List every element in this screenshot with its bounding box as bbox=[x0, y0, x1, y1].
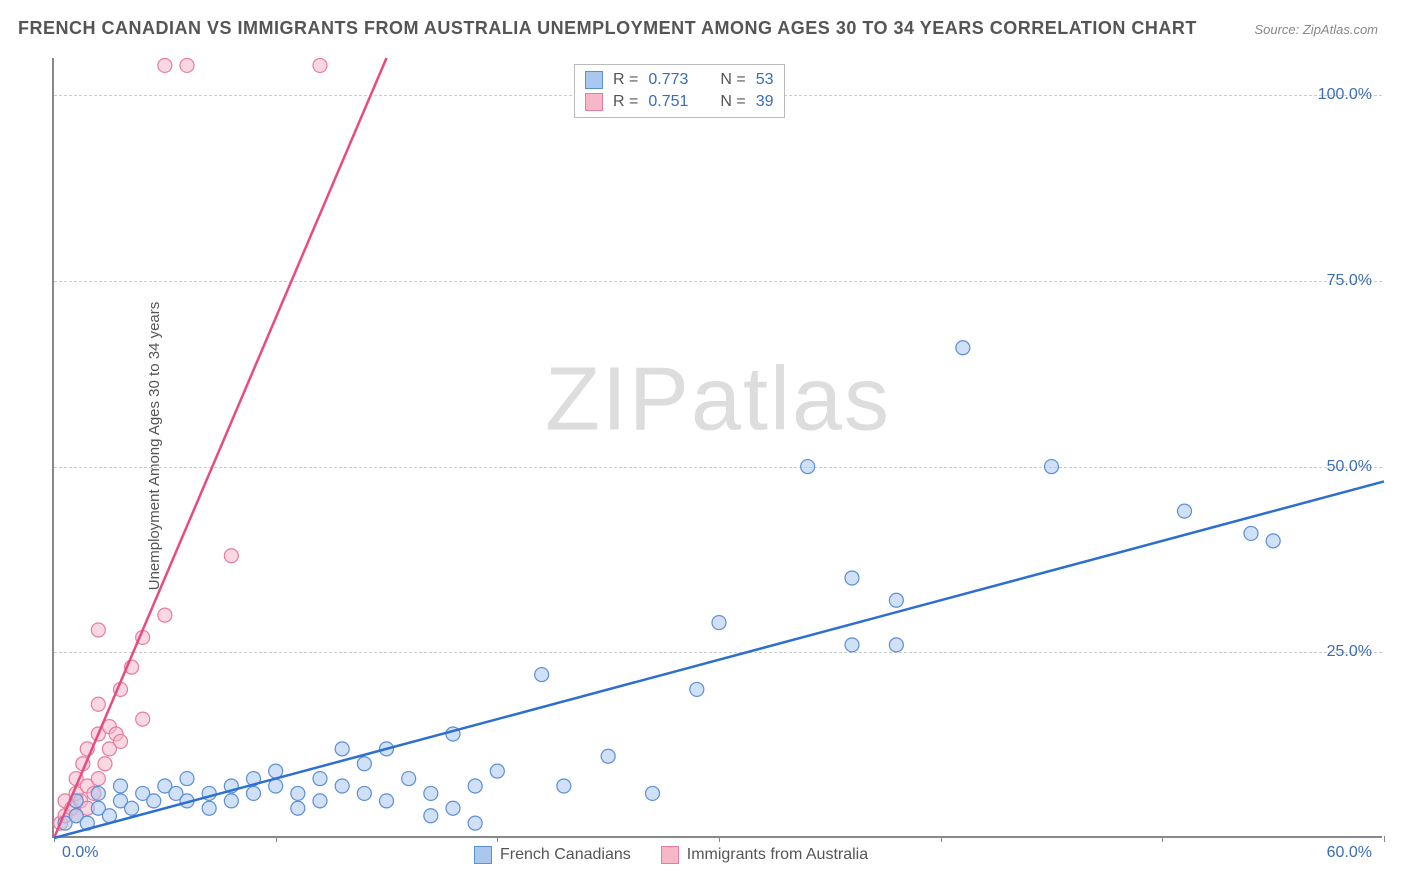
legend-label-pink: Immigrants from Australia bbox=[687, 846, 868, 864]
r-value-blue: 0.773 bbox=[648, 71, 688, 89]
stats-row-pink: R = 0.751 N = 39 bbox=[585, 91, 774, 113]
chart-title: FRENCH CANADIAN VS IMMIGRANTS FROM AUSTR… bbox=[18, 18, 1197, 39]
data-point bbox=[801, 460, 815, 474]
data-point bbox=[147, 794, 161, 808]
data-point bbox=[98, 757, 112, 771]
data-point bbox=[291, 786, 305, 800]
data-point bbox=[1244, 526, 1258, 540]
data-point bbox=[136, 712, 150, 726]
data-point bbox=[956, 341, 970, 355]
data-point bbox=[291, 801, 305, 815]
legend-label-blue: French Canadians bbox=[500, 846, 631, 864]
data-point bbox=[180, 772, 194, 786]
data-point bbox=[845, 571, 859, 585]
data-point bbox=[313, 794, 327, 808]
x-tick-mark bbox=[276, 836, 277, 842]
data-point bbox=[446, 801, 460, 815]
data-point bbox=[490, 764, 504, 778]
data-point bbox=[690, 682, 704, 696]
n-label: N = bbox=[720, 93, 745, 111]
swatch-pink bbox=[585, 93, 603, 111]
data-point bbox=[114, 734, 128, 748]
data-point bbox=[335, 742, 349, 756]
plot-area: ZIPatlas 25.0%50.0%75.0%100.0% 0.0% 60.0… bbox=[52, 58, 1382, 838]
bottom-legend: French Canadians Immigrants from Austral… bbox=[474, 846, 868, 864]
swatch-blue bbox=[585, 71, 603, 89]
data-point bbox=[646, 786, 660, 800]
n-value-pink: 39 bbox=[756, 93, 774, 111]
x-tick-mark bbox=[1162, 836, 1163, 842]
x-tick-mark bbox=[1384, 836, 1385, 842]
data-point bbox=[1266, 534, 1280, 548]
data-point bbox=[424, 786, 438, 800]
trend-line bbox=[54, 481, 1384, 838]
data-point bbox=[180, 58, 194, 72]
data-point bbox=[202, 801, 216, 815]
data-point bbox=[357, 786, 371, 800]
data-point bbox=[889, 638, 903, 652]
data-point bbox=[125, 801, 139, 815]
legend-item-pink: Immigrants from Australia bbox=[661, 846, 868, 864]
data-point bbox=[468, 779, 482, 793]
data-point bbox=[357, 757, 371, 771]
scatter-svg bbox=[54, 58, 1382, 836]
data-point bbox=[158, 608, 172, 622]
r-label: R = bbox=[613, 93, 638, 111]
x-tick-mark bbox=[497, 836, 498, 842]
data-point bbox=[1045, 460, 1059, 474]
r-value-pink: 0.751 bbox=[648, 93, 688, 111]
data-point bbox=[114, 779, 128, 793]
data-point bbox=[402, 772, 416, 786]
data-point bbox=[380, 794, 394, 808]
data-point bbox=[313, 58, 327, 72]
x-tick-label-min: 0.0% bbox=[62, 844, 98, 862]
data-point bbox=[91, 786, 105, 800]
data-point bbox=[468, 816, 482, 830]
data-point bbox=[224, 549, 238, 563]
data-point bbox=[335, 779, 349, 793]
stats-legend: R = 0.773 N = 53 R = 0.751 N = 39 bbox=[574, 64, 785, 118]
trend-line bbox=[54, 58, 387, 838]
data-point bbox=[91, 623, 105, 637]
x-tick-mark bbox=[941, 836, 942, 842]
data-point bbox=[158, 58, 172, 72]
data-point bbox=[247, 786, 261, 800]
data-point bbox=[1178, 504, 1192, 518]
data-point bbox=[535, 668, 549, 682]
source-attribution: Source: ZipAtlas.com bbox=[1254, 22, 1378, 37]
data-point bbox=[845, 638, 859, 652]
stats-row-blue: R = 0.773 N = 53 bbox=[585, 69, 774, 91]
swatch-pink bbox=[661, 846, 679, 864]
x-tick-mark bbox=[719, 836, 720, 842]
data-point bbox=[424, 809, 438, 823]
data-point bbox=[313, 772, 327, 786]
data-point bbox=[712, 616, 726, 630]
data-point bbox=[889, 593, 903, 607]
n-value-blue: 53 bbox=[756, 71, 774, 89]
n-label: N = bbox=[720, 71, 745, 89]
r-label: R = bbox=[613, 71, 638, 89]
data-point bbox=[91, 772, 105, 786]
legend-item-blue: French Canadians bbox=[474, 846, 631, 864]
data-point bbox=[601, 749, 615, 763]
data-point bbox=[224, 794, 238, 808]
data-point bbox=[557, 779, 571, 793]
x-tick-label-max: 60.0% bbox=[1327, 844, 1372, 862]
swatch-blue bbox=[474, 846, 492, 864]
data-point bbox=[91, 697, 105, 711]
